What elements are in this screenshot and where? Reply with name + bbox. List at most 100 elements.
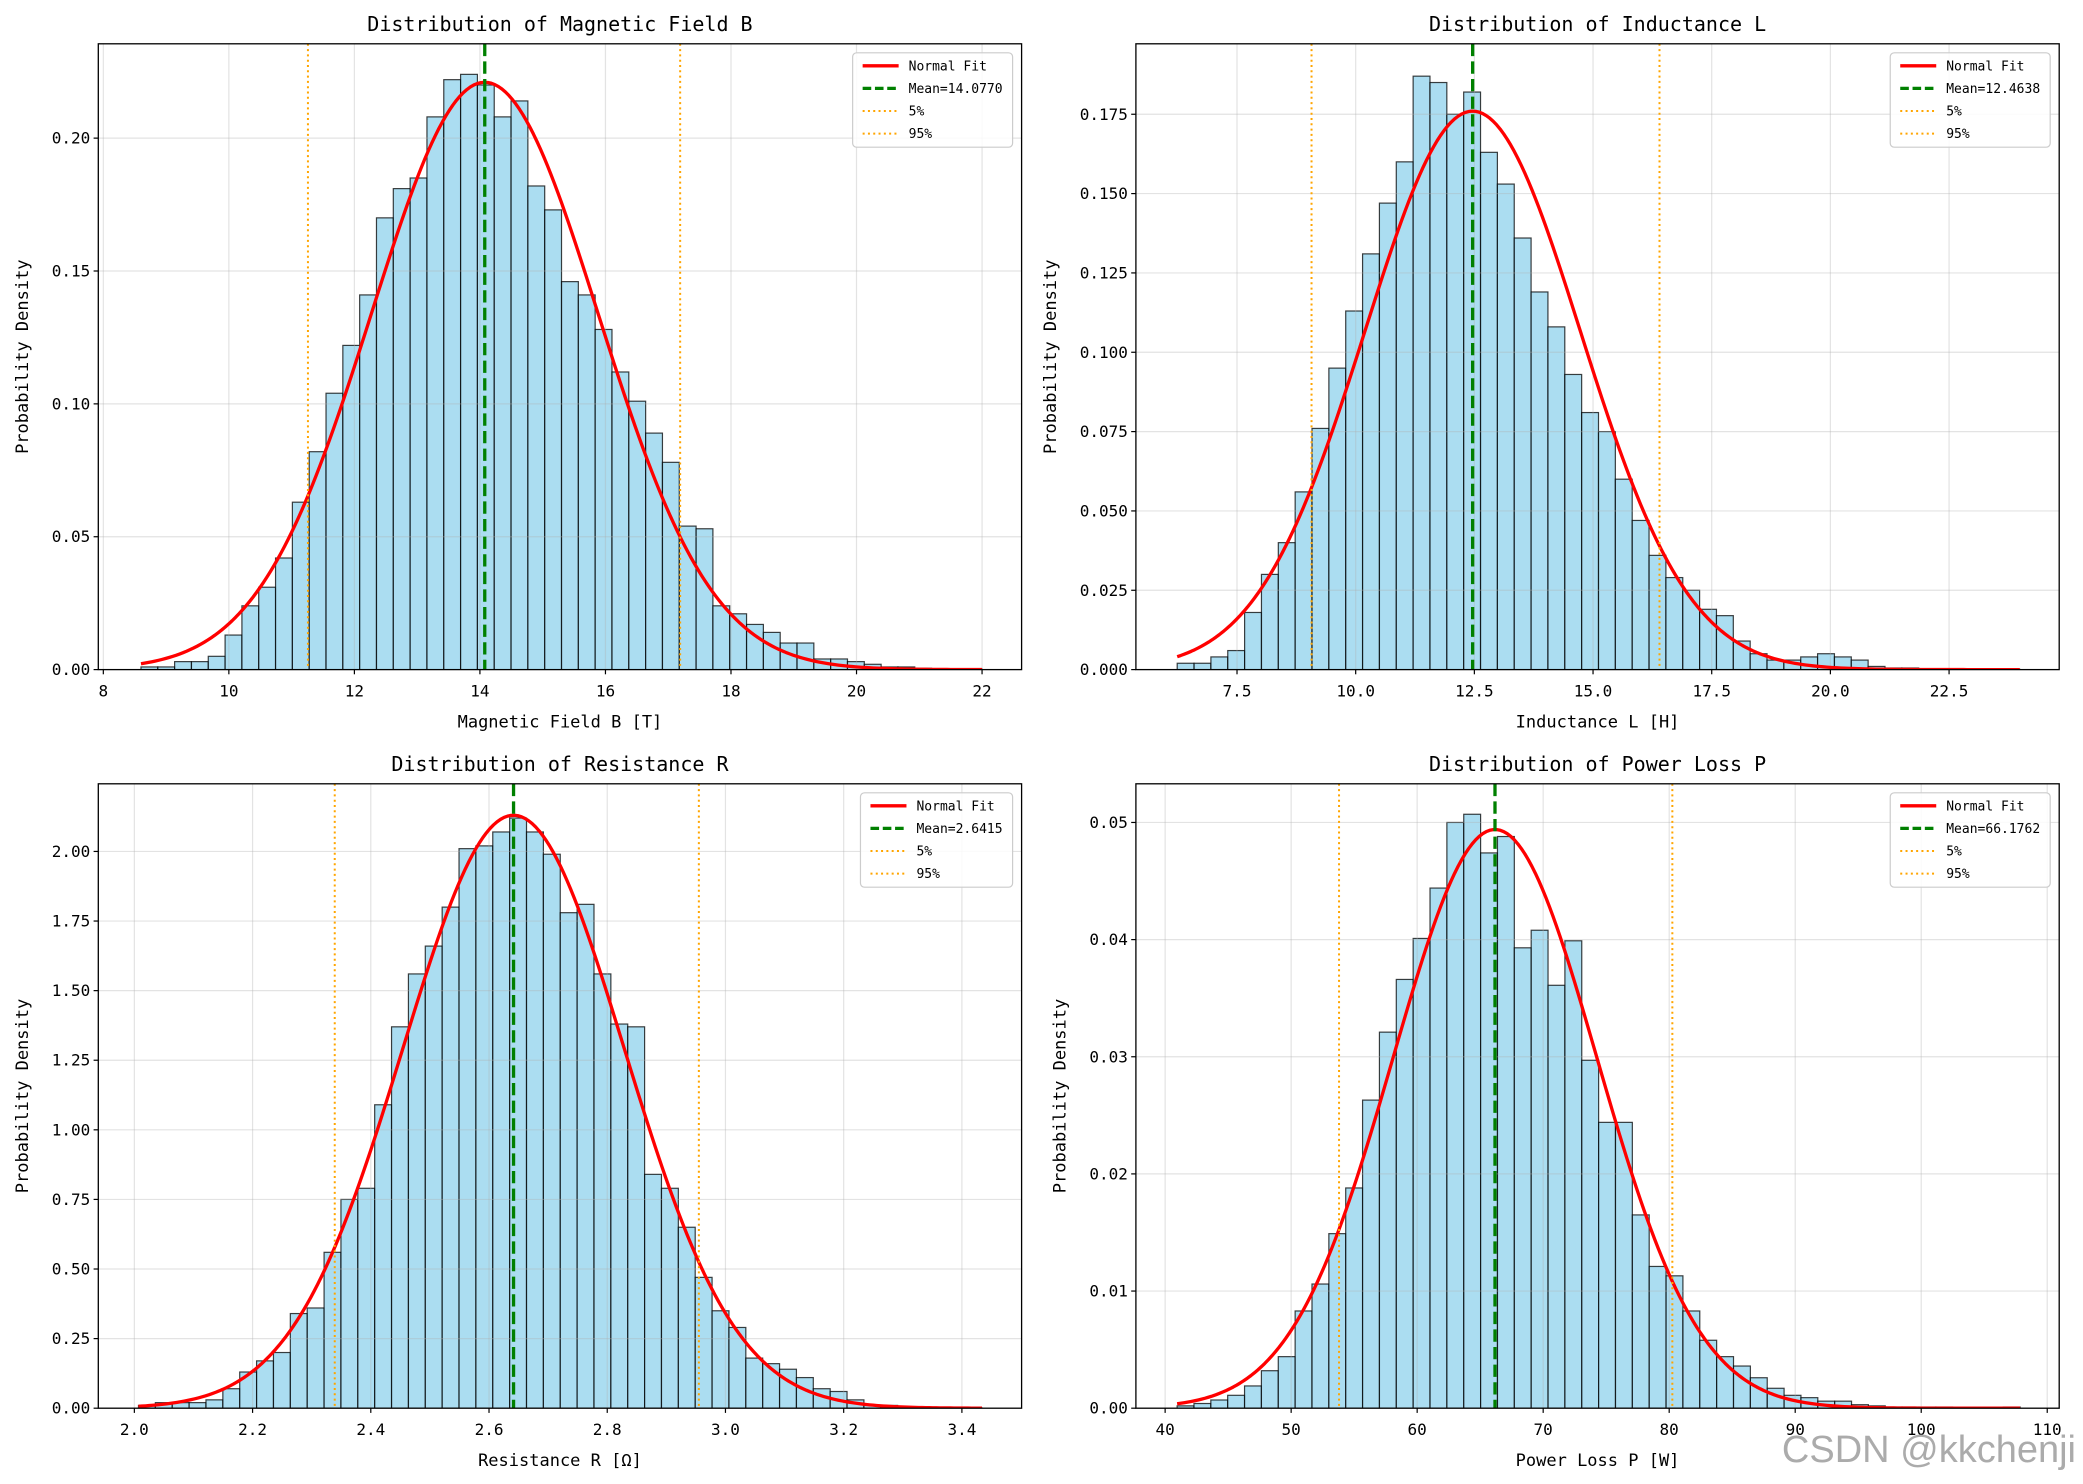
histogram-bar [678, 525, 697, 670]
y-tick-label: 0.02 [1089, 1164, 1128, 1183]
histogram-bar [1597, 430, 1616, 670]
histogram-bar [1496, 835, 1515, 1409]
legend-mean-entry: Mean=12.4638 [1900, 82, 2040, 97]
histogram-bar [1412, 75, 1431, 670]
y-tick-label: 0.00 [1089, 1399, 1128, 1418]
axes-frame [97, 43, 1023, 671]
legend-percentile-5-entry: 5% [1900, 845, 1962, 860]
legend: Normal Fit Mean=12.4638 5% 95% [1889, 52, 2051, 148]
legend-percentile-5-entry: 5% [862, 105, 924, 120]
histogram-bar [1446, 821, 1465, 1409]
histogram-bar [645, 432, 664, 670]
histogram-bar [542, 853, 561, 1409]
histogram-bar [224, 634, 243, 670]
histogram-bar [1682, 589, 1701, 670]
x-tick-label: 22.5 [1930, 682, 1969, 701]
chart-panel-magnetic-field-b: 8 10 12 14 16 18 20 22 0.00 0.05 0.10 0.15 0.20 Distr… [13, 12, 1023, 733]
legend-mean-label: Mean=12.4638 [1946, 82, 2040, 97]
histogram-bar [426, 116, 445, 670]
histogram-bar [610, 1023, 629, 1409]
histogram-bar [390, 1026, 410, 1409]
chart-panel-power-loss-p: 40 50 60 70 80 90 100 110 0.00 0.01 0.02 0.03 0.04 0.… [1050, 752, 2061, 1471]
x-axis-label: Power Loss P [W] [1516, 1451, 1680, 1471]
legend-normal-fit-label: Normal Fit [1946, 59, 2024, 74]
histogram-bar [745, 1357, 764, 1409]
legend-percentile-95-label: 95% [916, 867, 940, 882]
histogram-bar [1328, 1233, 1347, 1409]
histogram-bars [137, 817, 983, 1409]
histogram-bar [1260, 573, 1279, 670]
y-tick-label: 0.10 [52, 394, 91, 413]
histogram-bar [544, 209, 563, 670]
legend-normal-fit-label: Normal Fit [909, 59, 987, 74]
histogram-bar [712, 605, 731, 670]
histogram-bar [1429, 887, 1448, 1409]
histogram-bar [188, 1402, 207, 1409]
histogram-bar [525, 831, 544, 1409]
normal-fit-curve [140, 80, 983, 670]
axes-frame [1135, 783, 2060, 1409]
x-tick-label: 70 [1534, 1420, 1553, 1439]
y-tick-label: 0.175 [1080, 105, 1128, 124]
grid-lines [98, 783, 1022, 1409]
x-tick-label: 100 [1907, 1420, 1936, 1439]
y-tick-label: 0.075 [1080, 422, 1128, 441]
histogram-bar [174, 661, 193, 670]
legend-mean-label: Mean=2.6415 [916, 822, 1002, 837]
x-tick-label: 8 [99, 682, 109, 701]
y-tick-label: 1.50 [52, 981, 91, 1000]
histogram-bar [1581, 1059, 1600, 1409]
legend-normal-fit-label: Normal Fit [916, 799, 994, 814]
histogram-bar [1631, 1214, 1650, 1409]
x-tick-label: 20 [847, 682, 866, 701]
x-tick-label: 12.5 [1455, 682, 1494, 701]
histogram-bar [272, 1351, 291, 1409]
histogram-bar [207, 655, 226, 670]
histogram-bar [1614, 478, 1633, 670]
histogram-bar [1294, 1310, 1313, 1409]
y-axis-label: Probability Density [1041, 259, 1061, 453]
histogram-bar [1463, 813, 1482, 1409]
y-tick-label: 0.00 [52, 660, 91, 679]
histogram-bar [1446, 113, 1465, 670]
histogram-bar [458, 848, 477, 1409]
x-tick-label: 40 [1156, 1420, 1175, 1439]
legend-box [1889, 792, 2051, 888]
x-tick-label: 2.2 [238, 1420, 267, 1439]
histogram-bars [1176, 75, 2021, 670]
histogram-bar [1210, 1399, 1229, 1409]
histogram-bar [493, 116, 512, 670]
histogram-bar [559, 912, 578, 1409]
histogram-bar [1564, 373, 1583, 670]
histogram-bar [1513, 947, 1532, 1409]
y-axis-label: Probability Density [1050, 999, 1070, 1193]
x-tick-label: 2.0 [120, 1420, 149, 1439]
legend-mean-label: Mean=14.0770 [909, 82, 1003, 97]
histogram-bar [576, 903, 595, 1409]
histogram-bar [1648, 554, 1667, 670]
x-tick-label: 90 [1786, 1420, 1805, 1439]
legend-box [1889, 52, 2051, 148]
histogram-bar [475, 845, 494, 1409]
y-tick-label: 0.01 [1089, 1282, 1128, 1301]
x-tick-label: 22 [972, 682, 991, 701]
legend-percentile-5-entry: 5% [870, 845, 932, 860]
histogram-bar [1598, 1121, 1617, 1409]
histogram-bar [459, 73, 479, 670]
legend-mean-entry: Mean=2.6415 [870, 822, 1003, 837]
normal-fit-curve [138, 813, 983, 1409]
y-tick-label: 0.025 [1080, 581, 1128, 600]
histogram-bar [1361, 1099, 1381, 1409]
x-tick-label: 80 [1660, 1420, 1679, 1439]
histogram-bar [1227, 1394, 1246, 1409]
histogram-bar [409, 177, 428, 670]
x-tick-label: 15.0 [1574, 682, 1613, 701]
x-tick-label: 18 [721, 682, 740, 701]
histogram-bar [323, 1251, 342, 1409]
histogram-bar [274, 557, 293, 670]
histogram-bar [594, 328, 613, 670]
histogram-bar [1395, 161, 1414, 670]
histogram-bar [1311, 1283, 1330, 1409]
x-tick-label: 12 [345, 682, 364, 701]
legend-mean-entry: Mean=66.1762 [1900, 822, 2040, 837]
